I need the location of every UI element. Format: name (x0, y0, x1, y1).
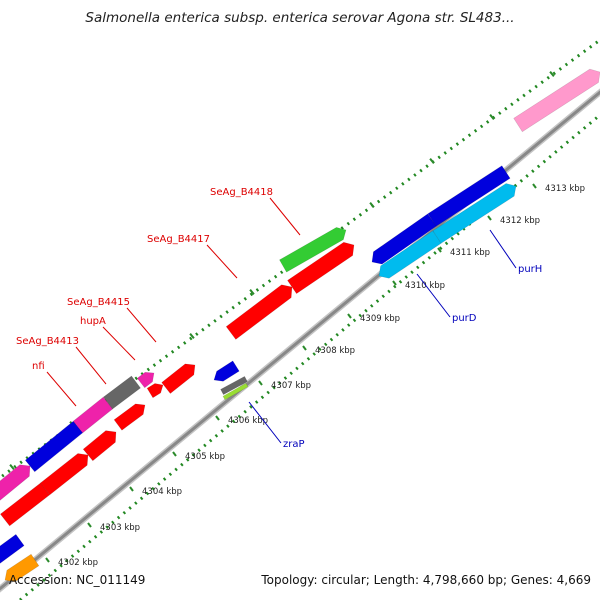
gene-label-seag-b4415: SeAg_B4415 (67, 297, 130, 308)
gene-arrow (513, 68, 600, 133)
kbp-tick (487, 215, 492, 221)
scale-tick-upper (9, 464, 15, 470)
kbp-tick (258, 380, 263, 386)
kbp-tick (302, 345, 307, 351)
kbp-tick (87, 522, 92, 528)
gene-arrow (222, 382, 249, 401)
backbone-line (0, 90, 600, 591)
gene-arrow (39, 453, 89, 496)
gene-leader-line (248, 401, 282, 444)
gene-leader-line (75, 346, 107, 385)
accession-text: Accession: NC_011149 (9, 573, 146, 587)
gene-leader-line (269, 197, 301, 236)
scale-tick-upper (549, 71, 555, 77)
gene-arrow (72, 396, 114, 434)
gene-leader-line (489, 229, 517, 269)
kbp-tick-label: 4306 kbp (228, 416, 268, 426)
gene-arrow (82, 430, 117, 462)
gene-arrow (0, 533, 25, 564)
gene-leader-line (102, 326, 136, 361)
gene-leader-line (126, 307, 157, 343)
kbp-tick-label: 4308 kbp (315, 346, 355, 356)
kbp-tick (45, 557, 50, 563)
gene-arrow (287, 241, 355, 295)
gene-label-purh: purH (518, 264, 542, 275)
scale-tick-upper (489, 114, 495, 120)
gene-arrow (146, 383, 164, 399)
gene-label-hupa: hupA (80, 316, 106, 327)
topology-summary: Topology: circular; Length: 4,798,660 bp… (261, 573, 591, 587)
gene-arrow (136, 371, 155, 389)
gene-arrow (113, 403, 146, 431)
gene-arrow (378, 230, 442, 279)
gene-arrow (432, 183, 517, 244)
gene-label-purd: purD (452, 313, 477, 324)
gene-arrow (371, 213, 437, 265)
genome-title: Salmonella enterica subsp. enterica sero… (85, 10, 515, 26)
scale-tick-upper (189, 333, 195, 339)
kbp-tick-label: 4309 kbp (360, 314, 400, 324)
kbp-tick-label: 4304 kbp (142, 487, 182, 497)
scale-tick-upper (249, 289, 255, 295)
gene-arrow (0, 464, 31, 501)
kbp-tick-label: 4311 kbp (450, 248, 490, 258)
kbp-tick (172, 451, 177, 457)
kbp-tick (129, 486, 134, 492)
gene-arrow (225, 284, 293, 340)
gene-arrow (279, 227, 347, 273)
kbp-tick (437, 247, 442, 253)
gene-label-seag-b4413: SeAg_B4413 (16, 336, 79, 347)
kbp-tick-label: 4312 kbp (500, 216, 540, 226)
kbp-tick-label: 4302 kbp (58, 558, 98, 568)
gene-label-zrap: zraP (283, 439, 305, 450)
gene-arrow (103, 375, 141, 410)
kbp-tick-label: 4305 kbp (185, 452, 225, 462)
gene-arrow (220, 375, 248, 396)
gene-label-nfi: nfi (32, 361, 45, 372)
kbp-tick-label: 4303 kbp (100, 523, 140, 533)
gene-leader-line (416, 273, 451, 318)
gene-label-seag-b4417: SeAg_B4417 (147, 234, 210, 245)
scale-tick-upper (369, 202, 375, 208)
kbp-tick (347, 313, 352, 319)
gene-label-seag-b4418: SeAg_B4418 (210, 187, 273, 198)
gene-leader-line (46, 371, 77, 407)
gene-arrow (427, 165, 511, 227)
kbp-tick-label: 4307 kbp (271, 381, 311, 391)
kbp-tick-label: 4310 kbp (405, 281, 445, 291)
gene-arrow (4, 553, 40, 583)
kbp-tick (532, 183, 537, 189)
gene-arrow (213, 360, 240, 382)
gene-arrow (161, 363, 196, 394)
kbp-tick (215, 415, 220, 421)
kbp-tick-label: 4313 kbp (545, 184, 585, 194)
scale-tick-upper (429, 158, 435, 164)
gene-arrow (24, 420, 84, 473)
kbp-tick (392, 280, 397, 286)
gene-leader-line (206, 244, 238, 279)
